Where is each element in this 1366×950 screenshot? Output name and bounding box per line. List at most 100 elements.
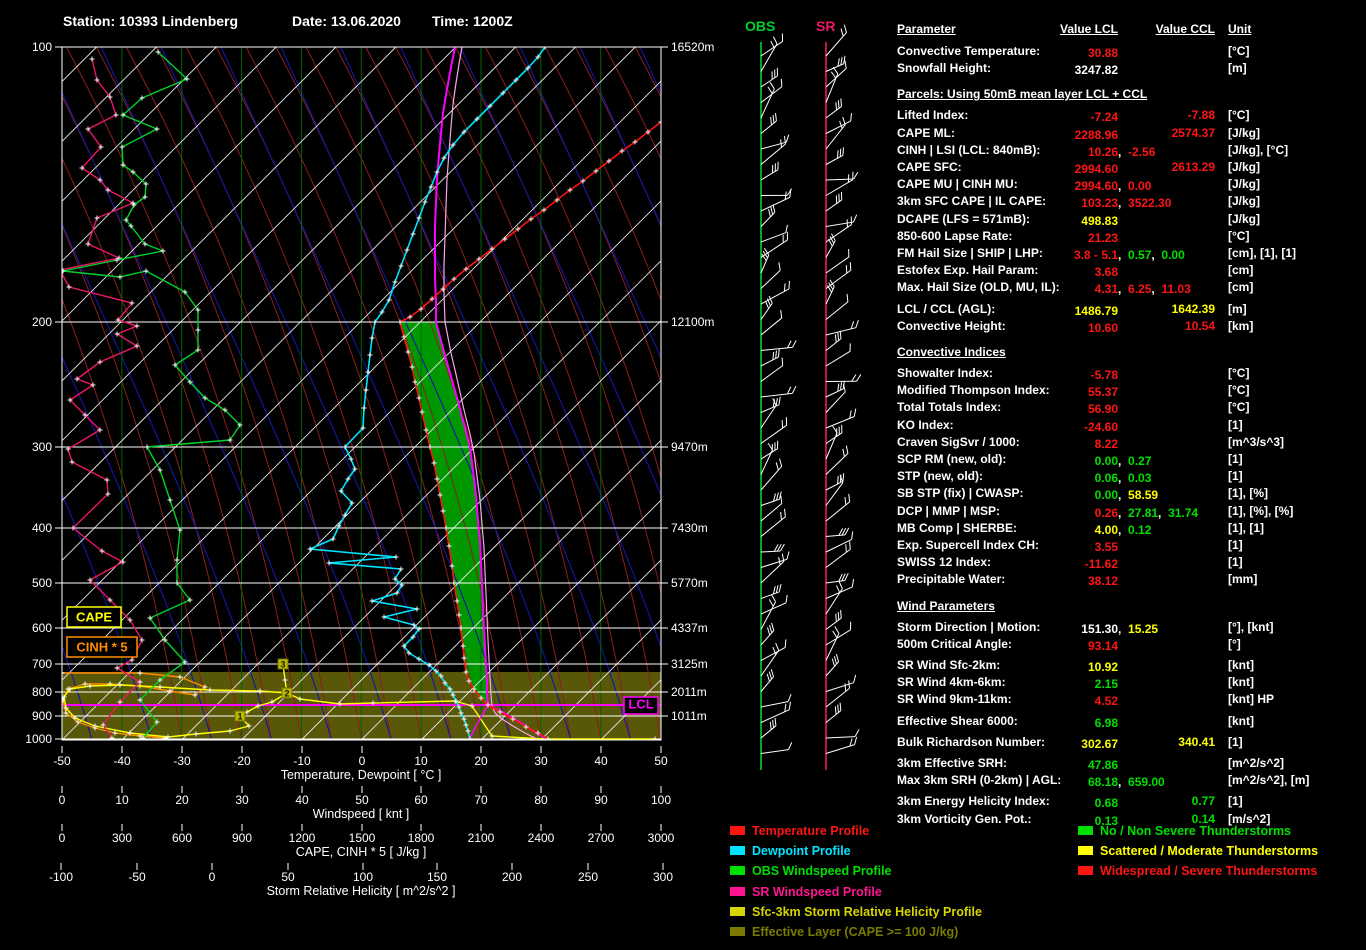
axis-tick-label: 0 [59,831,66,845]
height-tick-label: 2011m [671,685,707,699]
axis-tick-label: 300 [112,831,132,845]
height-tick-label: 16520m [671,40,714,54]
row-value-ccl: 2574.37 [1015,126,1215,140]
row-unit: [J/kg] [1228,126,1260,140]
legend-item: Widespread / Severe Thunderstorms [1078,864,1366,878]
axis-tick-label: 100 [651,793,671,807]
axis-tick-label: 300 [653,870,673,884]
pressure-tick-label: 800 [32,685,52,699]
row-unit: [knt] HP [1228,692,1274,706]
row-unit: [1], [%] [1228,486,1268,500]
row-unit: [1] [1228,735,1243,749]
section-header: Parcels: Using 50mB mean layer LCL + CCL [897,87,1147,101]
row-value-ccl: 0.77 [1015,794,1215,808]
parcel-virtual-profile [444,47,537,739]
axis-tick-label: -50 [128,870,146,884]
col-unit: Unit [1228,22,1251,36]
height-tick-label: 7430m [671,521,708,535]
legend-swatch-icon [730,887,745,896]
row-value-lcl: 4.31, 6.25, 11.03 [897,280,1191,298]
legend-label: SR Windspeed Profile [752,885,882,899]
row-value-lcl: 68.18, 659.00 [897,773,1165,791]
sounding-app-window: Station: 10393 Lindenberg Date: 13.06.20… [0,0,1366,950]
row-value-lcl: 0.26, 27.81, 31.74 [897,504,1198,522]
pressure-tick-label: 100 [32,40,52,54]
row-value-lcl: 0.00, 0.27 [897,452,1151,470]
pressure-tick-label: 1000 [25,732,52,746]
col-value-lcl: Value LCL [1020,22,1118,36]
legend-label: Temperature Profile [752,824,869,838]
row-unit: [km] [1228,319,1253,333]
axis-tick-label: 20 [175,793,189,807]
axis-tick-label: 150 [427,870,447,884]
legend-swatch-icon [1078,826,1093,835]
row-unit: [mm] [1228,572,1257,586]
legend-label: Dewpoint Profile [752,844,851,858]
row-value-ccl: 340.41 [1015,735,1215,749]
axis-tick-label: 50 [654,754,668,768]
axis-tick-label: -30 [173,754,191,768]
legend-item: Scattered / Moderate Thunderstorms [1078,844,1366,858]
row-value-lcl: 93.14 [897,637,1118,655]
axis-tick-label: 70 [474,793,488,807]
row-value-lcl: 3.55 [897,538,1118,556]
row-value-lcl: 498.83 [897,212,1118,230]
row-unit: [1] [1228,555,1243,569]
row-unit: [1], [%], [%] [1228,504,1293,518]
row-value-lcl: 56.90 [897,400,1118,418]
height-tick-label: 3125m [671,657,708,671]
pressure-tick-label: 400 [32,521,52,535]
row-unit: [°C] [1228,108,1249,122]
cape-label: CAPE [76,610,112,625]
pressure-tick-label: 300 [32,440,52,454]
height-tick-label: 9470m [671,440,708,454]
row-value-lcl: 103.23, 3522.30 [897,194,1171,212]
row-unit: [m^3/s^3] [1228,435,1284,449]
sr-wind-barb-column [826,25,861,770]
axis-tick-label: 80 [534,793,548,807]
row-unit: [cm] [1228,280,1253,294]
axis-title: Windspeed [ knt ] [313,807,410,821]
row-unit: [J/kg] [1228,160,1260,174]
section-header: Convective Indices [897,345,1006,359]
axis-tick-label: 60 [414,793,428,807]
row-value-lcl: -11.62 [897,555,1118,573]
row-value-lcl: 2.15 [897,675,1118,693]
row-value-lcl: 3.68 [897,263,1118,281]
axis-tick-label: 50 [355,793,369,807]
km-marker-label: 3 [280,660,285,670]
row-value-lcl: 10.92 [897,658,1118,676]
legend-label: Scattered / Moderate Thunderstorms [1100,844,1318,858]
axis-tick-label: 0 [59,793,66,807]
axis-tick-label: 1500 [349,831,376,845]
legend-swatch-icon [730,866,745,875]
legend-item: Temperature Profile [730,824,1070,838]
axis-tick-label: 0 [209,870,216,884]
row-unit: [J/kg], [°C] [1228,143,1288,157]
row-value-lcl: 3247.82 [897,61,1118,79]
legend-label: No / Non Severe Thunderstorms [1100,824,1291,838]
axis-tick-label: 0 [359,754,366,768]
legend-item: No / Non Severe Thunderstorms [1078,824,1366,838]
row-value-lcl: 55.37 [897,383,1118,401]
row-unit: [1] [1228,418,1243,432]
axis-tick-label: -50 [53,754,71,768]
height-tick-label: 12100m [671,315,714,329]
axis-tick-label: -10 [293,754,311,768]
pressure-tick-label: 600 [32,621,52,635]
skewt-plot: 123CAPECINH * 5LCL10016520m20012100m3009… [0,0,893,950]
pressure-tick-label: 700 [32,657,52,671]
row-value-ccl: 2613.29 [1015,160,1215,174]
row-unit: [1] [1228,538,1243,552]
row-value-lcl: 0.06, 0.03 [897,469,1151,487]
axis-tick-label: 20 [474,754,488,768]
row-value-lcl: 30.88 [897,44,1118,62]
row-value-ccl: 10.54 [1015,319,1215,333]
legend-label: OBS Windspeed Profile [752,864,892,878]
row-unit: [J/kg] [1228,177,1260,191]
legend-item: Sfc-3km Storm Relative Helicity Profile [730,905,1070,919]
legend-item: OBS Windspeed Profile [730,864,1070,878]
row-unit: [knt] [1228,675,1254,689]
section-header: Wind Parameters [897,599,995,613]
pressure-tick-label: 200 [32,315,52,329]
